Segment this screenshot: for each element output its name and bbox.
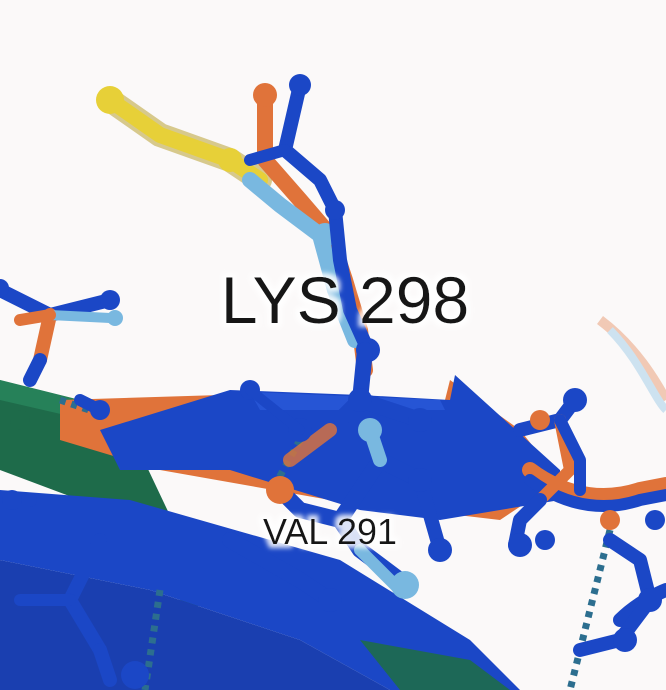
residue-label-lys-298: LYS 298 <box>221 263 469 337</box>
lys-backbone-branch <box>240 342 432 467</box>
lys-298-side-chain <box>96 74 432 467</box>
faint-ribbon-background <box>596 316 666 413</box>
lower-left-residue-sticks <box>0 490 149 689</box>
val-291-side-chain <box>222 418 452 612</box>
left-residue-sticks <box>0 279 123 430</box>
yellow-conformer <box>96 86 272 192</box>
right-residue-sticks <box>508 388 665 657</box>
residue-label-val-291: VAL 291 <box>263 511 397 552</box>
